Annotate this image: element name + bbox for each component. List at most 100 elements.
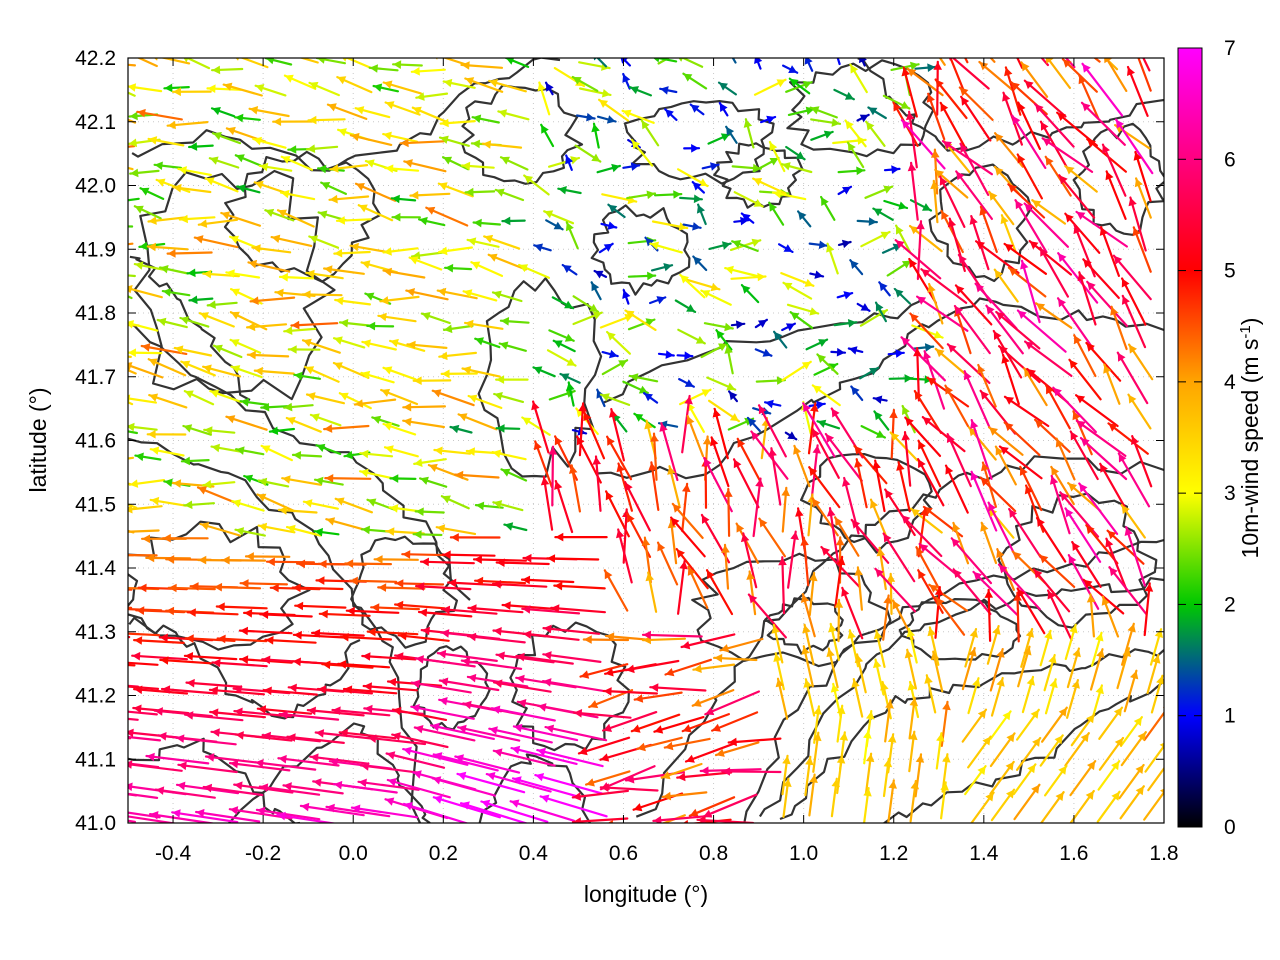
wind-arrow [195, 808, 261, 823]
wind-arrow [725, 125, 738, 144]
wind-arrow [417, 608, 473, 618]
wind-arrow [1003, 395, 1050, 428]
wind-arrow [900, 118, 946, 170]
wind-arrow [1007, 183, 1046, 219]
wind-arrow [291, 583, 344, 593]
contour-line [997, 492, 1158, 629]
wind-arrow [802, 623, 815, 666]
wind-arrow [850, 518, 890, 564]
wind-arrow [996, 548, 1016, 591]
wind-arrow [1112, 254, 1152, 301]
x-tick-label: 0.4 [519, 842, 549, 865]
wind-arrow [128, 632, 161, 637]
wind-arrow [1016, 587, 1046, 635]
wind-arrow [415, 92, 449, 101]
wind-arrow [1015, 736, 1042, 771]
wind-arrow [360, 370, 395, 384]
wind-arrow [329, 164, 369, 173]
wind-arrow [584, 770, 631, 787]
wind-arrow [309, 413, 342, 427]
wind-arrow [917, 439, 942, 488]
wind-arrow [249, 296, 296, 305]
wind-arrow [782, 777, 792, 819]
wind-arrow [681, 712, 731, 733]
wind-arrow [133, 685, 189, 695]
wind-arrow [847, 346, 864, 355]
wind-arrow [833, 319, 858, 328]
wind-arrow [860, 425, 887, 439]
wind-arrow [495, 375, 529, 384]
wind-arrow [830, 347, 847, 357]
wind-arrow [979, 205, 998, 253]
wind-arrow [876, 546, 887, 591]
wind-arrow [1034, 302, 1073, 329]
wind-arrow [438, 677, 500, 692]
wind-arrow [1081, 62, 1124, 117]
wind-arrow [837, 185, 853, 196]
wind-arrow [669, 516, 706, 558]
wind-arrow [854, 566, 864, 611]
wind-arrow [308, 235, 340, 249]
contour-line [743, 538, 1164, 823]
wind-arrow [886, 572, 896, 616]
wind-arrow [740, 212, 755, 224]
wind-arrow [203, 426, 236, 435]
wind-arrow [593, 269, 608, 279]
wind-arrow [985, 304, 1024, 355]
wind-arrow [158, 265, 189, 275]
wind-arrow [301, 338, 341, 354]
wind-arrow [964, 627, 978, 668]
wind-arrow [136, 58, 158, 68]
wind-arrow [488, 78, 527, 93]
wind-arrow [402, 402, 446, 412]
wind-arrow [550, 604, 607, 614]
wind-arrow [472, 218, 501, 228]
wind-arrow [904, 416, 942, 457]
wind-arrow [980, 521, 998, 565]
wind-arrow [501, 216, 526, 226]
wind-arrow [1043, 764, 1068, 797]
wind-arrow [849, 259, 864, 276]
wind-arrow [442, 324, 474, 334]
wind-arrow [252, 136, 287, 149]
wind-arrow [283, 74, 317, 90]
wind-arrow [298, 58, 319, 64]
wind-arrow [1004, 66, 1022, 116]
wind-arrow [411, 106, 448, 123]
wind-arrow [602, 687, 659, 696]
wind-arrow [128, 197, 140, 202]
wind-arrow [681, 394, 693, 454]
wind-arrow [128, 355, 132, 358]
wind-arrow [1031, 199, 1067, 225]
wind-arrow [281, 475, 322, 486]
wind-arrow [548, 329, 575, 342]
wind-arrow [771, 189, 807, 201]
wind-arrow [930, 179, 939, 224]
wind-arrow [763, 399, 782, 409]
wind-arrow [808, 773, 818, 817]
wind-arrow [382, 247, 419, 256]
wind-arrow [377, 312, 417, 323]
wind-arrow [260, 444, 293, 462]
wind-arrow [490, 705, 556, 722]
wind-arrow [894, 224, 912, 254]
wind-arrow [460, 657, 523, 671]
wind-arrow [464, 187, 496, 197]
wind-arrow [246, 350, 290, 360]
wind-arrow [554, 479, 574, 534]
wind-arrow [128, 83, 163, 93]
wind-arrow [1044, 384, 1071, 430]
wind-arrow [532, 366, 556, 378]
wind-arrow [812, 731, 822, 773]
y-tick-label: 41.1 [75, 748, 116, 771]
wind-arrow [228, 759, 291, 772]
wind-arrow [481, 140, 523, 149]
wind-arrow [251, 244, 292, 254]
wind-arrow [268, 426, 295, 435]
wind-arrow [480, 799, 549, 823]
wind-arrow [254, 84, 287, 97]
wind-arrow [542, 624, 601, 635]
x-axis-label: longitude (°) [584, 881, 708, 907]
wind-arrow [664, 658, 713, 677]
wind-arrow [721, 767, 782, 776]
